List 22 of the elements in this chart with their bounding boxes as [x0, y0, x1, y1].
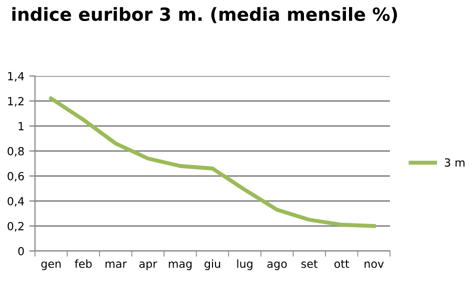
x-tick-label: mag [168, 262, 192, 270]
x-tick-label: ott [334, 260, 350, 268]
line-series [49, 96, 376, 228]
y-tick-label: 1,2 [8, 96, 24, 107]
y-tick-label: 0,6 [8, 172, 24, 182]
x-tick-label: set [301, 260, 318, 268]
x-tick-label: mar [106, 262, 127, 268]
chart-title: indice euribor 3 m. (media mensile %) [12, 7, 397, 24]
x-tick-label: gen [41, 262, 61, 270]
y-tick-label: 0,8 [8, 146, 24, 157]
y-tick-label: 0,4 [8, 196, 24, 207]
y-tick-label: 1 [18, 122, 24, 130]
x-tick-label: lug [237, 259, 252, 270]
legend-label: 3 m [444, 158, 464, 167]
y-tick-label: 1,4 [8, 72, 24, 82]
y-tick-label: 0,2 [8, 222, 24, 232]
y-tick-label: 0 [18, 246, 24, 256]
x-tick-label: nov [364, 262, 384, 268]
x-tick-label: giu [204, 259, 220, 270]
x-tick-label: apr [139, 262, 158, 270]
x-tick-label: ago [267, 262, 287, 270]
x-tick-label: feb [74, 259, 92, 268]
